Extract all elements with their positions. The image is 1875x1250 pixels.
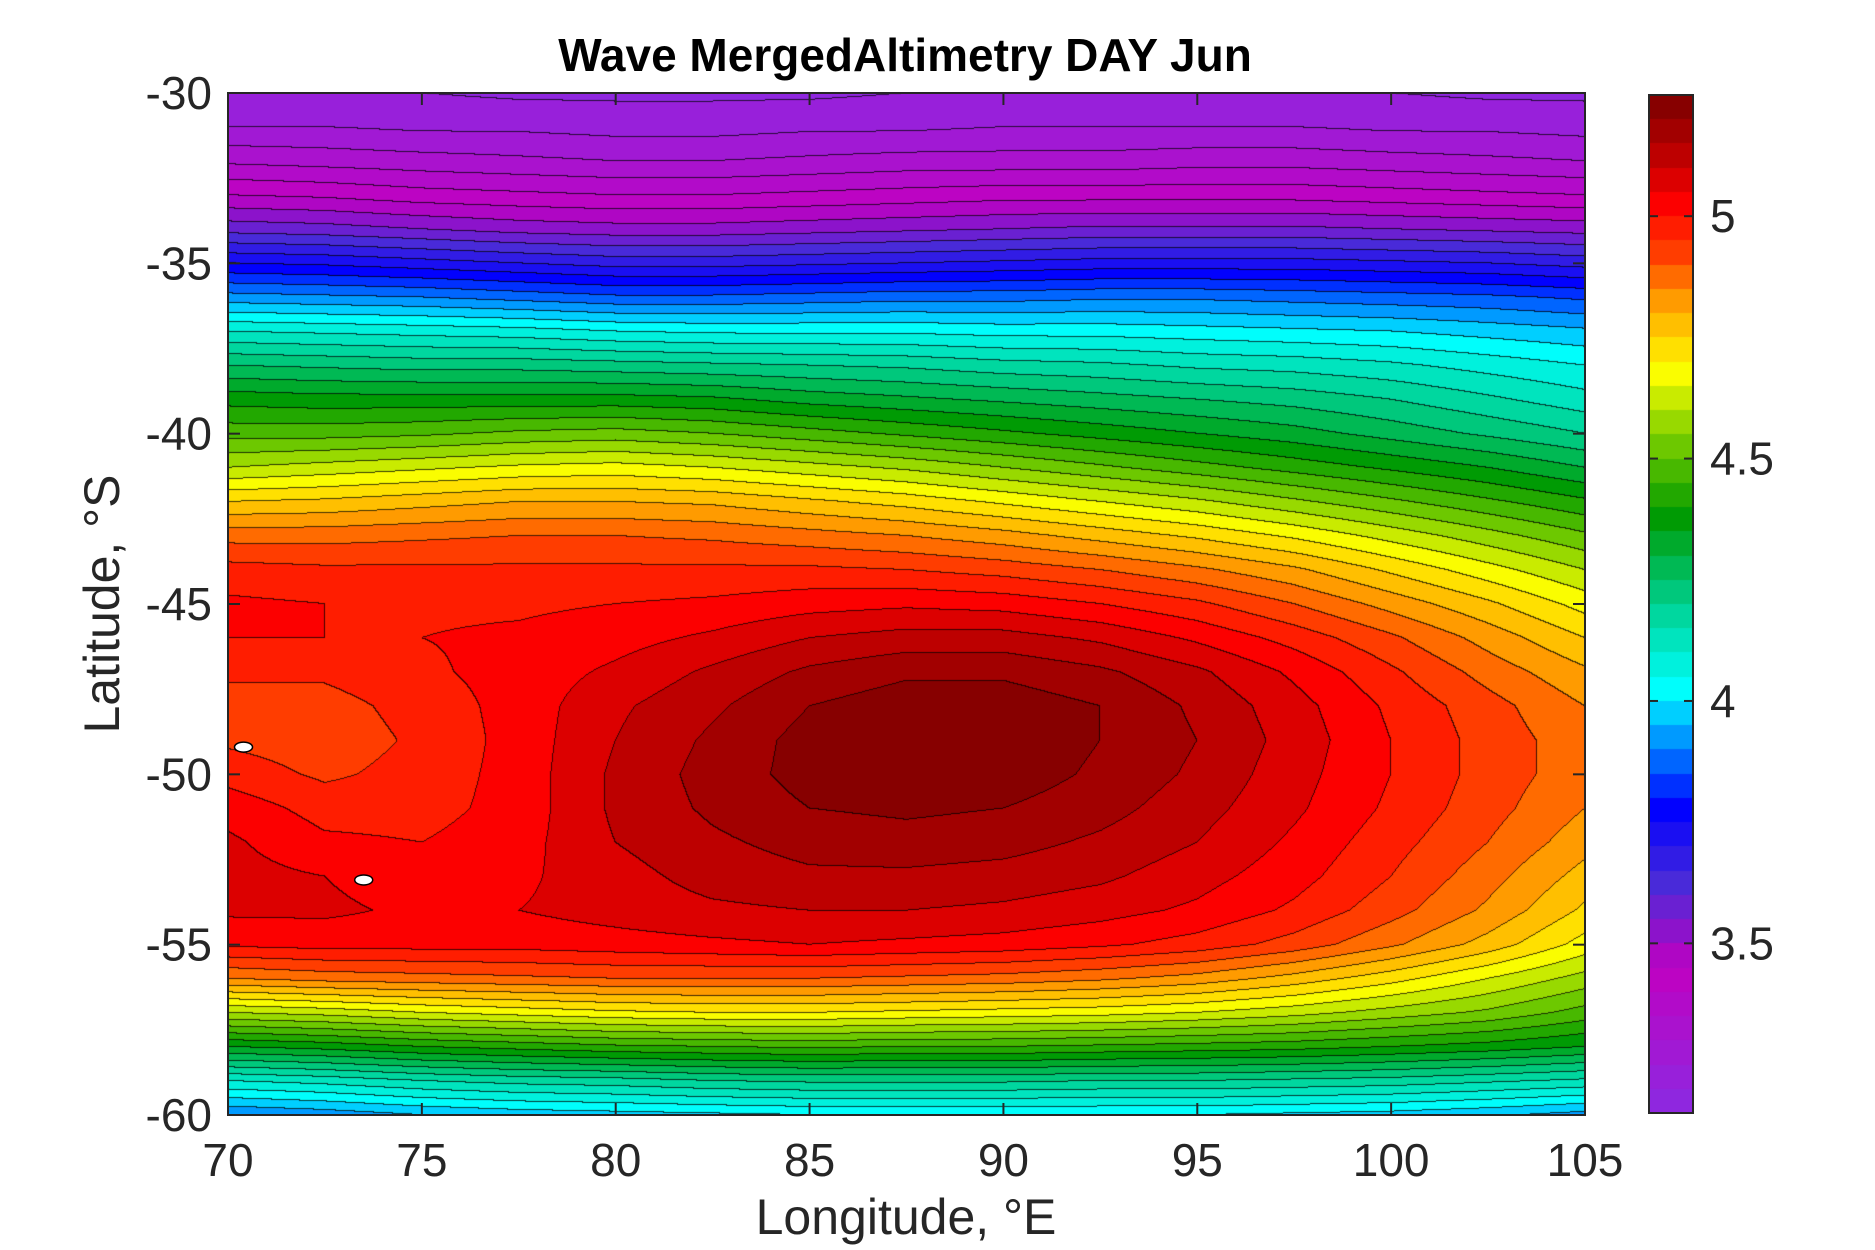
y-tick-label: -35 <box>146 237 212 289</box>
colorbar-tick-label: 5 <box>1710 190 1736 242</box>
y-tick-label: -60 <box>146 1089 212 1141</box>
plot-frame <box>227 92 1586 1116</box>
x-tick-label: 75 <box>396 1134 447 1186</box>
y-tick-label: -30 <box>146 67 212 119</box>
colorbar-tick-label: 4 <box>1710 675 1736 727</box>
y-axis: -60 -55 -50 -45 -40 -35 -30 <box>146 67 1585 1141</box>
colorbar-ticks: 3.5 4 4.5 5 <box>1649 190 1774 969</box>
x-tick-label: 70 <box>202 1134 253 1186</box>
islands-layer <box>233 741 374 886</box>
colorbar-frame <box>1648 94 1694 1114</box>
x-tick-label: 90 <box>978 1134 1029 1186</box>
colorbar: 3.5 4 4.5 5 <box>1648 94 1774 1114</box>
x-tick-label: 80 <box>590 1134 641 1186</box>
x-tick-label: 100 <box>1353 1134 1430 1186</box>
x-tick-label: 95 <box>1172 1134 1223 1186</box>
colorbar-tick-label: 4.5 <box>1710 433 1774 485</box>
x-axis: 70 75 80 85 90 95 100 105 <box>202 93 1623 1186</box>
y-tick-label: -55 <box>146 919 212 971</box>
y-tick-label: -40 <box>146 408 212 460</box>
chart-title: Wave MergedAltimetry DAY Jun <box>558 29 1252 81</box>
x-tick-label: 105 <box>1547 1134 1624 1186</box>
y-axis-label: Latitude, °S <box>74 474 130 733</box>
y-tick-label: -50 <box>146 748 212 800</box>
plot-area <box>228 93 1585 1115</box>
island-marker <box>233 741 254 753</box>
colorbar-gradient <box>1649 95 1693 1113</box>
colorbar-tick-label: 3.5 <box>1710 917 1774 969</box>
island-marker <box>353 874 374 886</box>
contour-field <box>228 93 1585 1115</box>
y-tick-label: -45 <box>146 578 212 630</box>
x-axis-label: Longitude, °E <box>756 1189 1057 1245</box>
x-tick-label: 85 <box>784 1134 835 1186</box>
